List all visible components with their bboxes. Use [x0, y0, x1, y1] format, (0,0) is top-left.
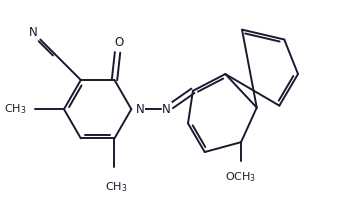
Text: N: N [136, 103, 145, 116]
Text: N: N [162, 103, 171, 116]
Text: O: O [115, 36, 124, 49]
Text: CH$_3$: CH$_3$ [105, 180, 127, 194]
Text: OCH$_3$: OCH$_3$ [225, 170, 257, 184]
Text: N: N [29, 26, 38, 39]
Text: CH$_3$: CH$_3$ [4, 102, 26, 116]
